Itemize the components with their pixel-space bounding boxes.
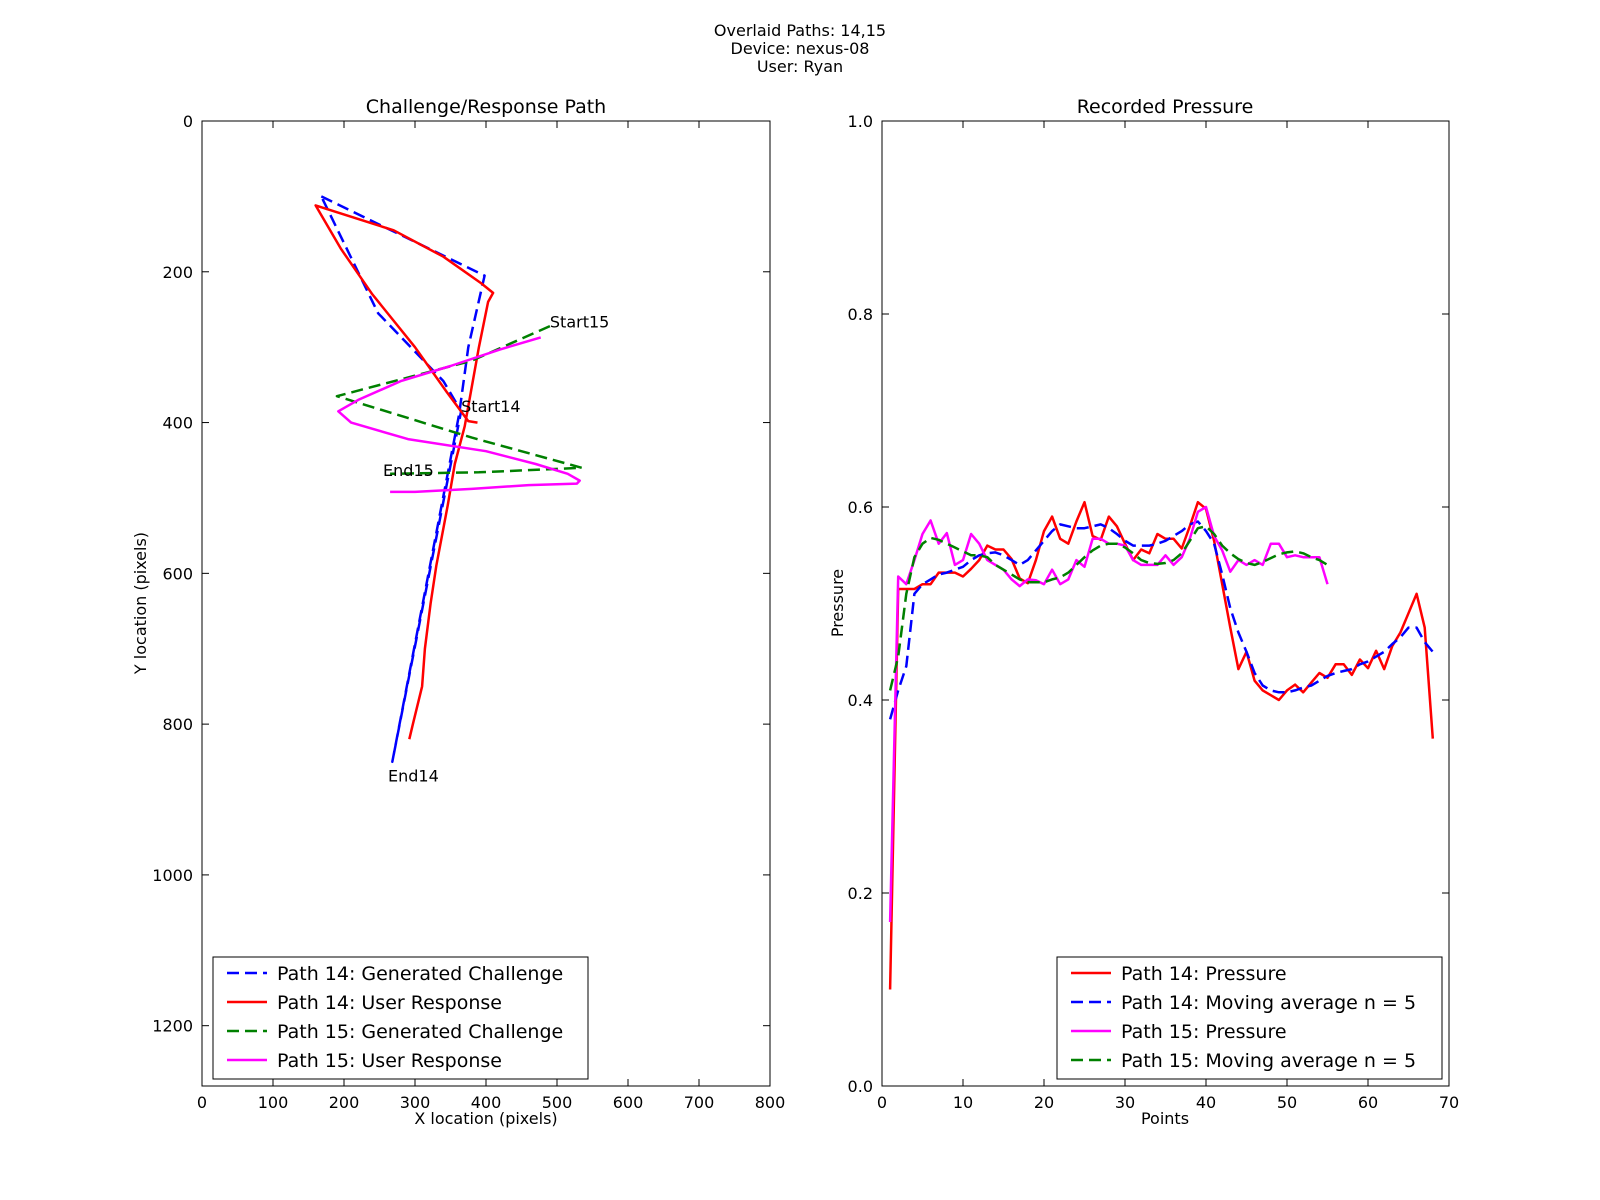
y-tick-label: 0.4 <box>848 691 873 710</box>
x-tick-label: 60 <box>1358 1093 1378 1112</box>
y-tick-label: 1000 <box>152 866 193 885</box>
legend-box <box>212 956 589 1080</box>
legend-label-3: Path 15: Moving average n = 5 <box>1121 1050 1416 1072</box>
x-tick-label: 400 <box>471 1093 502 1112</box>
path-chart-frame <box>201 120 771 1087</box>
x-tick-label: 40 <box>1196 1093 1216 1112</box>
pressure-chart-legend: Path 14: Pressure Path 14: Moving average… <box>1056 956 1443 1080</box>
legend-label-3: Path 15: User Response <box>277 1050 502 1072</box>
x-tick-label: 0 <box>197 1093 207 1112</box>
y-tick-label: 800 <box>162 715 193 734</box>
series-line-2 <box>888 505 1329 923</box>
path-chart: Challenge/Response Path X location (pixe… <box>131 96 785 1128</box>
y-tick-label: 1.0 <box>848 112 873 131</box>
y-tick-label: 0.8 <box>848 305 873 324</box>
pressure-chart-frame <box>881 120 1450 1087</box>
x-tick-label: 600 <box>613 1093 644 1112</box>
legend-label-0: Path 14: Pressure <box>1121 963 1287 985</box>
pressure-chart-series <box>888 500 1435 990</box>
series-line-1 <box>888 520 1434 720</box>
path-chart-ylabel: Y location (pixels) <box>131 532 150 675</box>
path-chart-ticks: 0 100 200 300 400 500 600 700 800 0 200 400 600 800 10… <box>152 112 785 1112</box>
annotation-end15: End15 <box>383 461 434 480</box>
pressure-chart-ticks: 0 10 20 30 40 50 60 70 0.0 0.2 0.4 0.6 0.8 1.0 <box>848 112 1460 1112</box>
y-tick-label: 0.2 <box>848 884 873 903</box>
y-tick-label: 0 <box>183 112 193 131</box>
legend-label-1: Path 14: User Response <box>277 992 502 1014</box>
pressure-chart-ylabel: Pressure <box>828 569 847 637</box>
y-tick-label: 0.0 <box>848 1077 873 1096</box>
pressure-chart-xlabel: Points <box>1141 1109 1189 1128</box>
series-line-0 <box>320 195 486 764</box>
x-tick-label: 0 <box>877 1093 887 1112</box>
figure-title-line-3: User: Ryan <box>757 57 843 76</box>
y-tick-label: 0.6 <box>848 498 873 517</box>
legend-label-1: Path 14: Moving average n = 5 <box>1121 992 1416 1014</box>
pressure-chart: Recorded Pressure Points Pressure 0 10 20 3… <box>828 96 1459 1128</box>
legend-label-2: Path 15: Generated Challenge <box>277 1021 563 1043</box>
x-tick-label: 700 <box>684 1093 715 1112</box>
annotation-end14: End14 <box>388 766 439 785</box>
legend-box <box>1056 956 1443 1080</box>
x-tick-label: 30 <box>1115 1093 1135 1112</box>
legend-label-0: Path 14: Generated Challenge <box>277 963 563 985</box>
x-tick-label: 200 <box>329 1093 360 1112</box>
x-tick-label: 70 <box>1439 1093 1459 1112</box>
pressure-chart-title: Recorded Pressure <box>1077 96 1254 118</box>
path-chart-legend: Path 14: Generated Challenge Path 14: Use… <box>212 956 589 1080</box>
x-tick-label: 10 <box>953 1093 973 1112</box>
path-chart-annotations: Start15 Start14 End15 End14 <box>383 313 609 786</box>
x-tick-label: 800 <box>755 1093 786 1112</box>
series-line-3 <box>337 336 581 494</box>
y-tick-label: 1200 <box>152 1017 193 1036</box>
figure-title-line-2: Device: nexus-08 <box>731 39 870 58</box>
series-line-2 <box>335 324 584 476</box>
x-tick-label: 20 <box>1034 1093 1054 1112</box>
series-line-0 <box>888 500 1435 990</box>
y-tick-label: 400 <box>162 414 193 433</box>
x-tick-label: 50 <box>1277 1093 1297 1112</box>
series-line-3 <box>888 525 1329 691</box>
legend-label-2: Path 15: Pressure <box>1121 1021 1287 1043</box>
x-tick-label: 500 <box>542 1093 573 1112</box>
annotation-start14: Start14 <box>461 397 520 416</box>
series-line-1 <box>314 204 495 740</box>
x-tick-label: 300 <box>400 1093 431 1112</box>
path-chart-xlabel: X location (pixels) <box>414 1109 557 1128</box>
annotation-start15: Start15 <box>550 313 609 332</box>
x-tick-label: 100 <box>258 1093 289 1112</box>
y-tick-label: 200 <box>162 263 193 282</box>
y-tick-label: 600 <box>162 564 193 583</box>
path-chart-series <box>314 195 584 764</box>
figure-title-line-1: Overlaid Paths: 14,15 <box>714 21 886 40</box>
path-chart-title: Challenge/Response Path <box>366 96 606 118</box>
